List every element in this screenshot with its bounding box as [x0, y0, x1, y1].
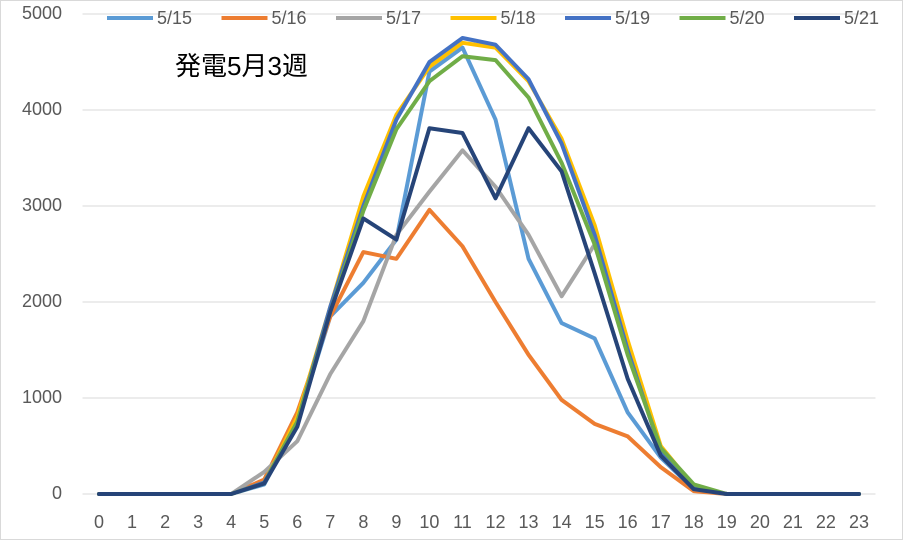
data-line: [97, 126, 861, 496]
legend-label: 5/21: [844, 8, 879, 28]
legend-label: 5/20: [730, 8, 765, 28]
x-tick-label: 0: [94, 512, 104, 532]
x-tick-label: 18: [684, 512, 704, 532]
x-tick-label: 23: [849, 512, 869, 532]
chart-annotation: 発電5月3週: [175, 51, 308, 81]
x-tick-label: 14: [552, 512, 572, 532]
x-tick-label: 5: [259, 512, 269, 532]
x-tick-label: 8: [358, 512, 368, 532]
legend-label: 5/16: [272, 8, 307, 28]
x-tick-label: 15: [585, 512, 605, 532]
legend-label: 5/15: [157, 8, 192, 28]
x-tick-label: 9: [391, 512, 401, 532]
y-tick-label: 1000: [22, 387, 62, 407]
x-tick-label: 6: [292, 512, 302, 532]
x-tick-label: 21: [783, 512, 803, 532]
x-tick-label: 12: [486, 512, 506, 532]
y-tick-label: 4000: [22, 99, 62, 119]
x-tick-label: 10: [419, 512, 439, 532]
legend-label: 5/18: [501, 8, 536, 28]
legend-label: 5/17: [386, 8, 421, 28]
x-tick-label: 11: [453, 512, 472, 532]
legend-label: 5/19: [615, 8, 650, 28]
x-tick-label: 19: [717, 512, 737, 532]
x-tick-label: 3: [193, 512, 203, 532]
x-tick-label: 22: [816, 512, 836, 532]
x-tick-label: 2: [160, 512, 170, 532]
y-tick-label: 5000: [22, 3, 62, 23]
y-tick-label: 0: [52, 483, 62, 503]
x-tick-label: 7: [325, 512, 335, 532]
x-tick-label: 16: [618, 512, 638, 532]
x-tick-label: 1: [127, 512, 137, 532]
y-tick-label: 3000: [22, 195, 62, 215]
y-tick-label: 2000: [22, 291, 62, 311]
x-tick-label: 13: [519, 512, 539, 532]
x-tick-label: 4: [226, 512, 236, 532]
x-tick-label: 20: [750, 512, 770, 532]
x-tick-label: 17: [651, 512, 671, 532]
